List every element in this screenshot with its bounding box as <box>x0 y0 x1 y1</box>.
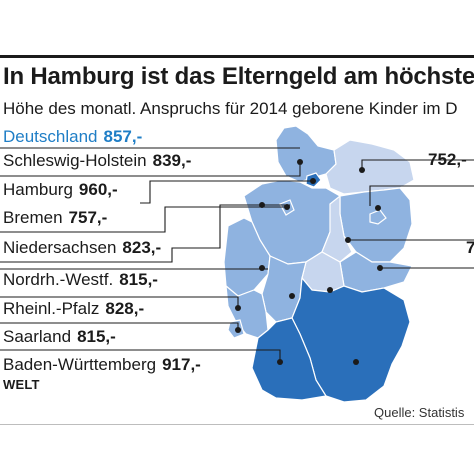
label-hamburg: Hamburg <box>3 180 73 199</box>
dot-sachsen-anhalt <box>345 237 351 243</box>
leader-right-1 <box>361 159 474 168</box>
row-bremen: Bremen 757,- <box>3 208 107 228</box>
dot-baden-wuerttemberg <box>277 359 283 365</box>
leader-right-2 <box>369 185 474 206</box>
row-baden-wuerttemberg: Baden-Württemberg 917,- <box>3 355 201 375</box>
value-schleswig-holstein: 839,- <box>152 151 192 170</box>
dot-sachsen <box>377 265 383 271</box>
row-nordrh-westf: Nordrh.-Westf. 815,- <box>3 270 158 290</box>
label-niedersachsen: Niedersachsen <box>3 238 117 257</box>
dot-niedersachsen <box>259 202 265 208</box>
top-rule <box>0 55 474 58</box>
leader-bremen <box>0 206 287 233</box>
dot-hessen <box>289 293 295 299</box>
leader-baden-wuerttemberg <box>0 349 281 362</box>
label-nordrh-westf: Nordrh.-Westf. <box>3 270 114 289</box>
dot-saarland <box>235 327 241 333</box>
leader-rheinl-pfalz <box>0 296 239 307</box>
row-deutschland: Deutschland 857,- <box>3 127 142 147</box>
value-rheinl-pfalz: 828,- <box>105 299 145 318</box>
dot-thueringen <box>327 287 333 293</box>
dot-schleswig-holstein <box>297 159 303 165</box>
chart-title: In Hamburg ist das Elterngeld am höchste… <box>3 63 474 90</box>
right-value-2: 7 <box>466 238 474 257</box>
leader-schleswig-holstein <box>0 165 301 177</box>
label-baden-wuerttemberg: Baden-Württemberg <box>3 355 157 374</box>
label-schleswig-holstein: Schleswig-Holstein <box>3 151 147 170</box>
label-saarland: Saarland <box>3 327 72 346</box>
label-rheinl-pfalz: Rheinl.-Pfalz <box>3 299 100 318</box>
right-value-1: 752,- <box>428 150 467 169</box>
label-deutschland: Deutschland <box>3 127 98 146</box>
row-hamburg: Hamburg 960,- <box>3 180 118 200</box>
value-niedersachsen: 823,- <box>122 238 162 257</box>
row-saarland: Saarland 815,- <box>3 327 116 347</box>
dot-brandenburg <box>375 205 381 211</box>
leader-lines <box>0 147 474 362</box>
value-hamburg: 960,- <box>78 180 118 199</box>
chart-subtitle: Höhe des monatl. Anspruchs für 2014 gebo… <box>3 99 458 118</box>
leader-niedersachsen <box>0 204 290 263</box>
value-deutschland: 857,- <box>103 127 143 146</box>
value-baden-wuerttemberg: 917,- <box>162 355 201 374</box>
state-baden-wuerttemberg[interactable] <box>251 317 327 401</box>
label-bremen: Bremen <box>3 208 63 227</box>
dot-mecklenburg-vorpommern <box>359 167 365 173</box>
value-saarland: 815,- <box>77 327 116 346</box>
row-schleswig-holstein: Schleswig-Holstein 839,- <box>3 151 191 171</box>
dot-bayern <box>353 359 359 365</box>
state-sachsen-anhalt[interactable] <box>321 194 353 263</box>
state-nordrhein-westfalen[interactable] <box>223 217 271 297</box>
row-rheinl-pfalz: Rheinl.-Pfalz 828,- <box>3 299 144 319</box>
dot-bremen <box>284 204 290 210</box>
bottom-rule <box>0 424 474 425</box>
row-niedersachsen: Niedersachsen 823,- <box>3 238 161 258</box>
dot-nordrh-westf <box>259 265 265 271</box>
dot-hamburg <box>310 178 316 184</box>
welt-logo: WELT <box>3 377 40 392</box>
dot-rheinl-pfalz <box>235 305 241 311</box>
value-nordrh-westf: 815,- <box>119 270 158 289</box>
state-dots <box>235 159 383 365</box>
source-note: Quelle: Statistis <box>374 405 465 420</box>
value-bremen: 757,- <box>68 208 108 227</box>
leader-hamburg <box>140 180 312 204</box>
